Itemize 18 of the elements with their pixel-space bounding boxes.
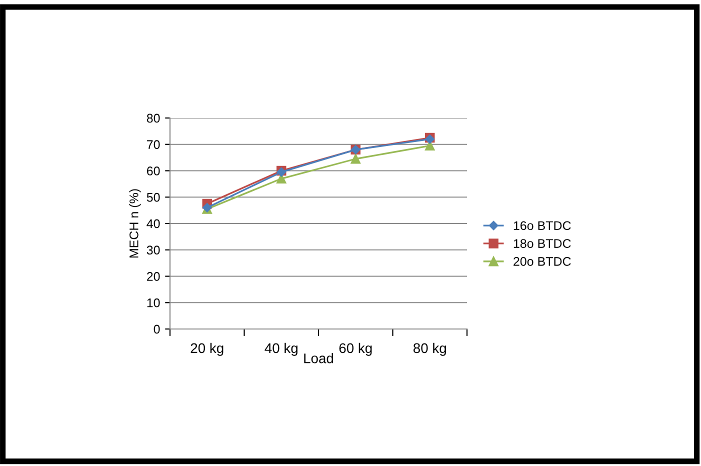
legend-label: 16o BTDC	[514, 221, 571, 230]
y-tick-label: 50	[146, 192, 160, 202]
y-tick-label: 20	[147, 272, 160, 281]
y-tick-label: 80	[146, 114, 160, 123]
x-tick-label: 60 kg	[339, 342, 372, 356]
y-tick-label: 30	[146, 246, 160, 255]
x-axis-title: Load	[304, 353, 334, 364]
legend-label: 20o BTDC	[514, 257, 571, 266]
y-tick-label: 40	[146, 219, 160, 228]
legend-label: 18o BTDC	[514, 239, 571, 248]
x-tick-label: 20 kg	[190, 342, 224, 356]
x-tick-label: 40 kg	[264, 342, 298, 356]
y-axis-title: MECH n (%)	[129, 189, 141, 258]
y-tick-label: 60	[147, 166, 160, 176]
x-tick-label: 80 kg	[413, 342, 446, 356]
y-tick-label: 0	[154, 324, 160, 334]
y-tick-label: 70	[147, 140, 160, 150]
y-tick-label: 10	[147, 298, 160, 308]
